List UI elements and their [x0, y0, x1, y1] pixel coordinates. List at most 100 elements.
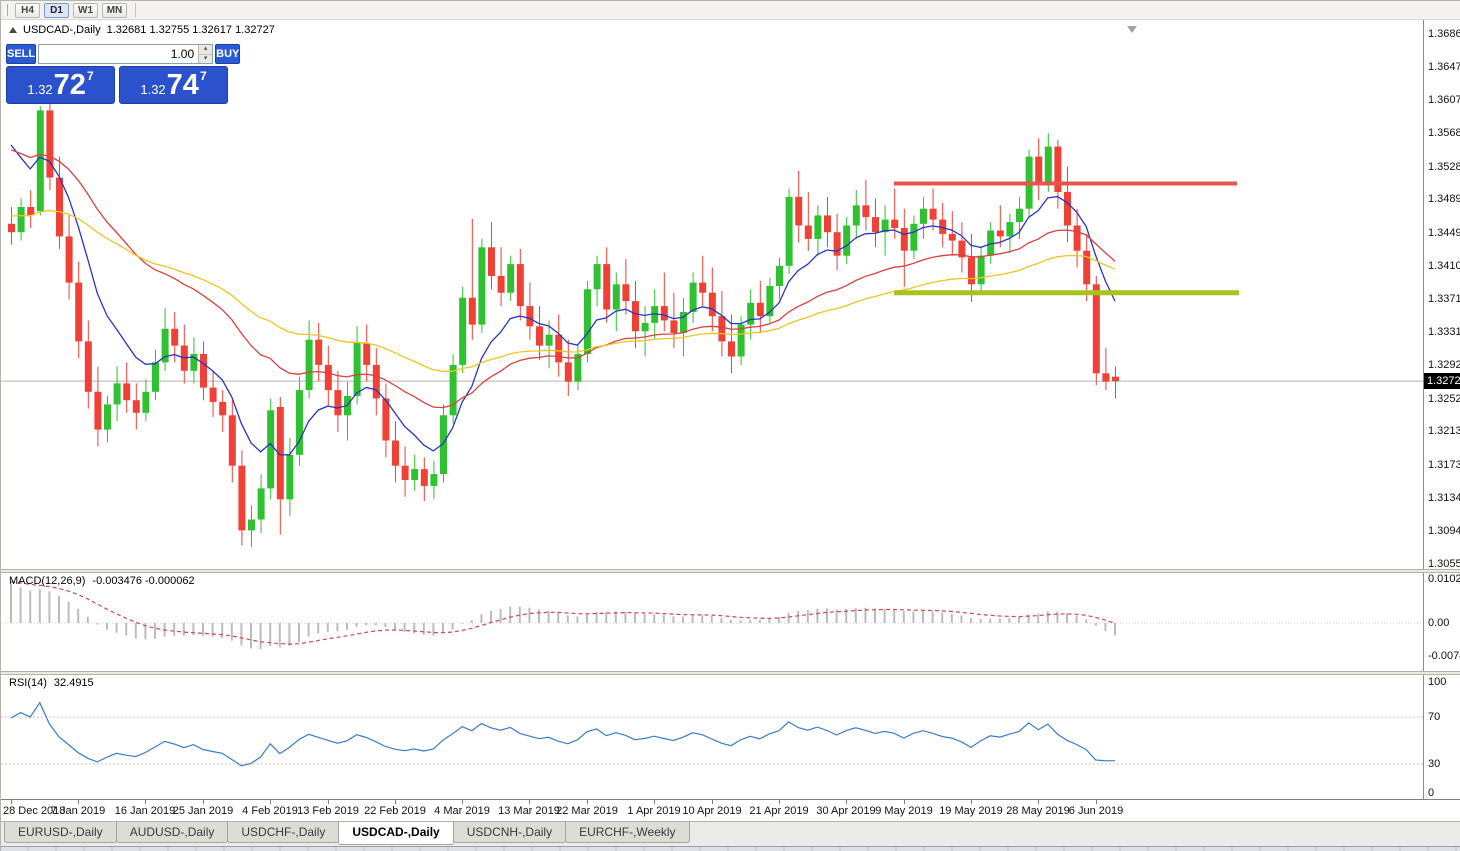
date-tick: [328, 800, 329, 804]
chart-tab-eurchf[interactable]: EURCHF-,Weekly: [565, 822, 690, 843]
macd-indicator-values: -0.003476 -0.000062: [92, 575, 195, 587]
rsi-axis-label: 100: [1428, 676, 1447, 688]
date-axis-label: 22 Mar 2019: [556, 805, 618, 817]
rsi-chart-canvas[interactable]: [1, 675, 1423, 799]
date-axis: 28 Dec 2018 7 Jan 2019 16 Jan 2019 25 Jan 2…: [1, 799, 1460, 821]
date-axis-label: 13 Mar 2019: [498, 805, 560, 817]
date-axis-label: 28 May 2019: [1006, 805, 1070, 817]
price-axis-label: 1.32520: [1428, 393, 1460, 405]
one-click-prices-row: 1.32 72 7 1.32 74 7: [6, 66, 228, 104]
ma-fast-blue: [10, 144, 1116, 456]
date-tick: [904, 800, 905, 804]
macd-axis-label: 0.010229: [1428, 573, 1460, 585]
date-tick: [1038, 800, 1039, 804]
macd-axis: 0.010229 0.00 -0.00747: [1423, 573, 1460, 671]
date-tick: [529, 800, 530, 804]
date-tick: [203, 800, 204, 804]
date-tick: [1096, 800, 1097, 804]
one-click-trading-panel: SELL ▴ ▾ BUY 1.32 72 7 1.32: [6, 44, 241, 104]
date-tick: [654, 800, 655, 804]
pane-splitter-rsi[interactable]: [1, 671, 1460, 675]
buy-button[interactable]: BUY: [215, 44, 241, 64]
bottom-strip: [1, 846, 1460, 851]
date-tick: [971, 800, 972, 804]
date-axis-label: 6 Jun 2019: [1068, 805, 1124, 817]
buy-price-display[interactable]: 1.32 74 7: [119, 66, 228, 104]
price-axis-label: 1.30940: [1428, 525, 1460, 537]
rsi-indicator-value: 32.4915: [53, 677, 94, 689]
pane-splitter-macd[interactable]: [1, 569, 1460, 573]
macd-histogram: [10, 584, 1116, 650]
date-axis-label: 1 Apr 2019: [627, 805, 681, 817]
macd-pane: MACD(12,26,9) -0.003476 -0.000062 0.01022…: [1, 573, 1460, 671]
price-axis-label: 1.33310: [1428, 326, 1460, 338]
chart-tab-eurusd[interactable]: EURUSD-,Daily: [4, 822, 117, 843]
price-axis-label: 1.31730: [1428, 459, 1460, 471]
volume-input-group: ▴ ▾: [38, 44, 214, 64]
date-tick: [846, 800, 847, 804]
chart-shift-marker-icon[interactable]: [1127, 26, 1137, 33]
rsi-line: [10, 701, 1116, 767]
sell-price-prefix: 1.32: [27, 82, 53, 97]
date-axis-label: 10 Apr 2019: [682, 805, 742, 817]
macd-label: MACD(12,26,9) -0.003476 -0.000062: [9, 575, 195, 587]
main-chart-canvas[interactable]: [1, 20, 1423, 569]
price-axis-label: 1.36860: [1428, 28, 1460, 40]
date-axis-label: 4 Feb 2019: [242, 805, 298, 817]
date-axis-label: 28 Dec 2018: [3, 805, 66, 817]
chart-tab-usdcad[interactable]: USDCAD-,Daily: [338, 822, 454, 845]
date-axis-label: 16 Jan 2019: [114, 805, 176, 817]
price-axis-label: 1.34890: [1428, 193, 1460, 205]
date-axis-label: 22 Feb 2019: [364, 805, 426, 817]
buy-price-big-digits: 74: [166, 69, 199, 101]
chart-title: USDCAD-,Daily 1.32681 1.32755 1.32617 1.…: [9, 24, 275, 36]
chart-tab-audusd[interactable]: AUDUSD-,Daily: [115, 822, 229, 843]
volume-input[interactable]: [39, 45, 199, 63]
timeframe-toolbar: H4 D1 W1 MN: [1, 1, 1460, 20]
timeframe-button-d1[interactable]: D1: [44, 2, 69, 18]
date-axis-label: 19 May 2019: [939, 805, 1003, 817]
one-click-controls-row: SELL ▴ ▾ BUY: [6, 44, 241, 64]
rsi-label: RSI(14) 32.4915: [9, 677, 94, 689]
sell-price-big-digits: 72: [53, 69, 86, 101]
date-tick: [587, 800, 588, 804]
volume-decrease-icon[interactable]: ▾: [199, 54, 213, 63]
buy-price-pipette: 7: [199, 69, 207, 83]
timeframe-button-h4[interactable]: H4: [15, 2, 40, 18]
date-axis-label: 30 Apr 2019: [816, 805, 876, 817]
rsi-axis-label: 70: [1428, 711, 1441, 723]
price-axis-label: 1.34100: [1428, 260, 1460, 272]
volume-spinner: ▴ ▾: [198, 45, 213, 63]
price-axis-label: 1.31340: [1428, 492, 1460, 504]
price-axis-label: 1.34490: [1428, 227, 1460, 239]
date-axis-label: 4 Mar 2019: [434, 805, 490, 817]
date-axis-label: 25 Jan 2019: [172, 805, 234, 817]
rsi-indicator-name: RSI(14): [9, 677, 47, 689]
date-tick: [779, 800, 780, 804]
chart-symbol-period: USDCAD-,Daily: [23, 24, 101, 36]
chart-tab-usdchf[interactable]: USDCHF-,Daily: [227, 822, 340, 843]
timeframe-button-w1[interactable]: W1: [73, 2, 98, 18]
date-axis-label: 7 Jan 2019: [50, 805, 106, 817]
chart-tab-usdcnh[interactable]: USDCNH-,Daily: [452, 822, 567, 843]
date-tick: [78, 800, 79, 804]
date-tick: [395, 800, 396, 804]
sell-button[interactable]: SELL: [6, 44, 37, 64]
price-axis-label: 1.33710: [1428, 293, 1460, 305]
toolbar-grip-icon[interactable]: [5, 4, 8, 16]
macd-chart-canvas[interactable]: [1, 573, 1423, 671]
sell-price-display[interactable]: 1.32 72 7: [6, 66, 115, 104]
price-axis-label: 1.35680: [1428, 127, 1460, 139]
toolbar-separator: [135, 3, 136, 17]
collapse-trade-panel-icon[interactable]: [9, 27, 17, 33]
volume-increase-icon[interactable]: ▴: [199, 45, 213, 55]
date-tick: [270, 800, 271, 804]
current-price-tag: 1.32727: [1424, 373, 1460, 389]
timeframe-button-mn[interactable]: MN: [102, 2, 127, 18]
chart-tabs-bar: EURUSD-,Daily AUDUSD-,Daily USDCHF-,Daily U…: [1, 821, 1460, 846]
buy-price-prefix: 1.32: [140, 82, 166, 97]
date-axis-label: 21 Apr 2019: [749, 805, 809, 817]
macd-axis-label: -0.00747: [1428, 650, 1460, 662]
price-axis: 1.32727 1.36860 1.36470 1.36070 1.35680 1.35…: [1423, 20, 1460, 569]
main-chart-pane: USDCAD-,Daily 1.32681 1.32755 1.32617 1.…: [1, 20, 1460, 569]
